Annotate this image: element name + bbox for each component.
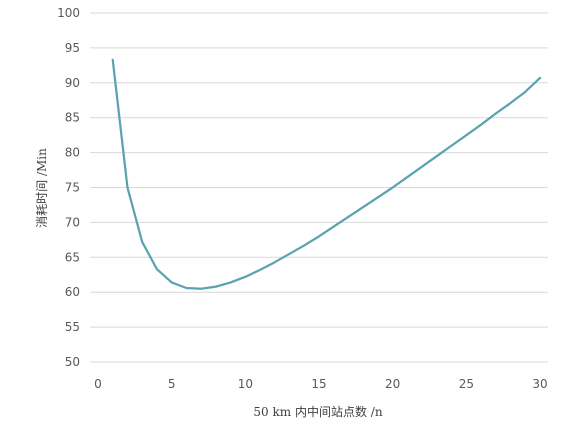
y-tick-label: 50 bbox=[65, 355, 80, 369]
y-tick-label: 65 bbox=[65, 250, 80, 264]
x-tick-label: 0 bbox=[94, 377, 102, 391]
y-tick-label: 55 bbox=[65, 320, 80, 334]
x-axis-ticks: 0 5 10 15 20 25 30 bbox=[94, 377, 547, 391]
y-tick-label: 90 bbox=[65, 76, 80, 90]
x-tick-label: 25 bbox=[459, 377, 474, 391]
x-tick-label: 30 bbox=[532, 377, 547, 391]
y-tick-label: 85 bbox=[65, 111, 80, 125]
y-tick-label: 60 bbox=[65, 285, 80, 299]
y-tick-label: 80 bbox=[65, 146, 80, 160]
x-tick-label: 10 bbox=[238, 377, 253, 391]
series-line bbox=[111, 58, 542, 290]
x-tick-label: 15 bbox=[311, 377, 326, 391]
y-tick-label: 100 bbox=[57, 6, 80, 20]
x-tick-label: 5 bbox=[168, 377, 176, 391]
x-tick-label: 20 bbox=[385, 377, 400, 391]
gridlines bbox=[90, 12, 548, 363]
y-axis-ticks: 50 55 60 65 70 75 80 85 90 95 100 bbox=[57, 6, 80, 369]
x-axis-title: 50 km 内中间站点数 /n bbox=[253, 404, 382, 419]
y-tick-label: 95 bbox=[65, 41, 80, 55]
y-axis-title: 消耗时间 /Min bbox=[35, 148, 49, 228]
y-tick-label: 70 bbox=[65, 215, 80, 229]
y-tick-label: 75 bbox=[65, 181, 80, 195]
series-group bbox=[111, 58, 542, 290]
